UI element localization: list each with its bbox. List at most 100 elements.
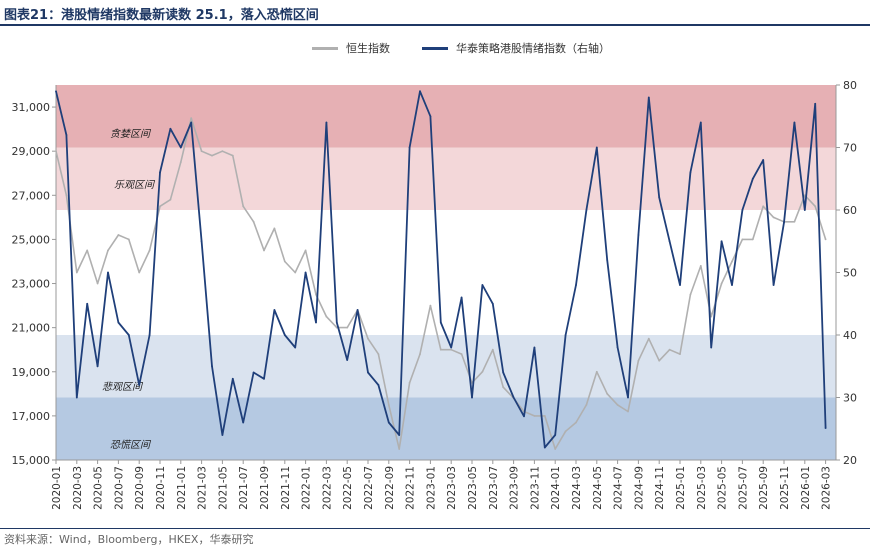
- hsi-point: [772, 216, 775, 219]
- hsi-point: [585, 403, 588, 406]
- x-tick-label: 2023-03: [446, 466, 458, 510]
- legend-item-hsi: 恒生指数: [312, 40, 390, 56]
- x-tick-label: 2021-01: [176, 466, 188, 510]
- hsi-point: [211, 154, 213, 157]
- hsi-point: [616, 403, 619, 406]
- x-tick-label: 2024-03: [571, 466, 583, 510]
- sentiment-point: [211, 365, 213, 368]
- sentiment-point: [107, 271, 109, 274]
- sentiment-point: [242, 421, 245, 424]
- x-tick-label: 2025-03: [696, 466, 708, 510]
- hsi-point: [273, 227, 276, 230]
- sentiment-point: [231, 377, 234, 380]
- hsi-point: [710, 315, 713, 318]
- hsi-point: [658, 359, 661, 362]
- x-tick-label: 2021-03: [197, 466, 209, 510]
- hsi-point: [668, 348, 671, 351]
- hsi-point: [294, 271, 297, 274]
- sentiment-point: [606, 259, 609, 261]
- sentiment-point: [543, 446, 546, 449]
- sentiment-point: [491, 302, 494, 305]
- band-label-2: 悲观区间: [102, 381, 144, 393]
- hsi-point: [304, 249, 307, 252]
- sentiment-point: [315, 321, 317, 324]
- sentiment-point: [96, 365, 99, 368]
- sentiment-point: [637, 234, 640, 236]
- sentiment-point: [429, 115, 432, 118]
- sentiment-point: [200, 240, 203, 243]
- sentiment-point: [793, 121, 796, 124]
- x-tick-label: 2021-11: [280, 466, 292, 510]
- sentiment-point: [148, 334, 151, 336]
- sentiment-point: [335, 321, 338, 324]
- x-tick-label: 2021-09: [259, 466, 271, 510]
- sentiment-point: [647, 96, 650, 99]
- source-note: 资料来源：Wind，Bloomberg，HKEX，华泰研究: [4, 533, 254, 546]
- y-left-tick-label: 17,000: [12, 410, 51, 423]
- x-tick-label: 2023-05: [467, 466, 479, 510]
- x-tick-label: 2025-05: [717, 466, 729, 510]
- hsi-point: [627, 410, 629, 413]
- hsi-point: [647, 337, 650, 340]
- sentiment-point: [731, 284, 733, 286]
- hsi-point: [221, 150, 224, 153]
- hsi-point: [408, 381, 411, 384]
- hsi-point: [543, 414, 546, 417]
- x-tick-label: 2020-05: [93, 466, 105, 510]
- legend: 恒生指数 华泰策略港股情绪指数（右轴）: [0, 40, 870, 58]
- hsi-point: [502, 386, 505, 389]
- hsi-point: [439, 348, 442, 351]
- sentiment-point: [460, 296, 463, 299]
- hsi-point: [762, 205, 765, 208]
- y-right-tick-label: 80: [843, 79, 857, 92]
- sentiment-point: [512, 396, 515, 399]
- sentiment-point: [564, 334, 567, 336]
- x-tick-label: 2020-11: [155, 466, 167, 510]
- sentiment-point: [419, 90, 421, 93]
- sentiment-point: [179, 146, 182, 149]
- sentiment-point: [523, 415, 525, 418]
- sentiment-point: [408, 146, 411, 149]
- sentiment-point: [159, 171, 161, 174]
- hsi-point: [148, 249, 151, 252]
- band-label-1: 乐观区间: [114, 179, 156, 191]
- hsi-point: [242, 205, 245, 208]
- hsi-point: [346, 326, 349, 329]
- hsi-point: [200, 150, 203, 153]
- sentiment-point: [668, 240, 671, 243]
- x-tick-label: 2024-11: [654, 466, 666, 510]
- hsi-point: [460, 353, 463, 356]
- y-left-tick-label: 23,000: [12, 278, 51, 291]
- hsi-point: [387, 403, 390, 406]
- y-right-tick-label: 20: [843, 454, 857, 467]
- sentiment-point: [720, 240, 723, 243]
- hsi-point: [117, 234, 120, 236]
- x-tick-label: 2022-11: [405, 466, 417, 510]
- y-left-tick-label: 27,000: [12, 189, 51, 202]
- sentiment-point: [658, 196, 661, 199]
- sentiment-point: [772, 284, 775, 286]
- hsi-point: [86, 249, 89, 252]
- sentiment-point: [710, 346, 713, 349]
- sentiment-point: [325, 121, 328, 124]
- sentiment-point: [304, 271, 307, 274]
- hsi-point: [429, 304, 432, 307]
- hsi-point: [606, 392, 609, 395]
- sentiment-point: [595, 146, 598, 149]
- sentiment-point: [783, 221, 785, 224]
- x-tick-label: 2020-01: [51, 466, 63, 510]
- legend-hsi-swatch: [312, 46, 338, 50]
- y-left-tick-label: 31,000: [12, 101, 51, 114]
- sentiment-point: [699, 121, 702, 124]
- hsi-point: [252, 220, 255, 223]
- sentiment-point: [221, 434, 224, 436]
- sentiment-point: [814, 102, 817, 105]
- hsi-point: [169, 198, 172, 201]
- hsi-point: [533, 414, 536, 417]
- sentiment-point: [75, 396, 78, 399]
- sentiment-point: [55, 90, 57, 93]
- hsi-point: [751, 238, 754, 241]
- hsi-point: [450, 348, 453, 351]
- sentiment-point: [398, 434, 401, 436]
- hsi-point: [159, 205, 161, 208]
